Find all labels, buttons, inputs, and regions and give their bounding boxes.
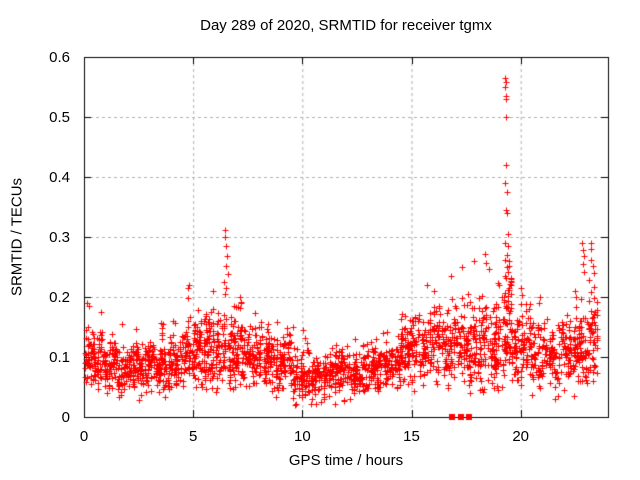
y-tick-label: 0.1 xyxy=(49,349,70,366)
y-tick-label: 0.2 xyxy=(49,289,70,306)
x-tick-label: 15 xyxy=(403,428,420,445)
y-tick-label: 0.6 xyxy=(49,49,70,66)
x-tick-label: 10 xyxy=(293,428,311,445)
y-tick-label: 0.4 xyxy=(49,169,70,186)
x-tick-label: 0 xyxy=(79,428,89,445)
x-axis-label: GPS time / hours xyxy=(288,452,404,469)
chart-title: Day 289 of 2020, SRMTID for receiver tgm… xyxy=(200,17,492,34)
x-tick-label: 20 xyxy=(512,428,529,445)
y-tick-label: 0.5 xyxy=(49,109,70,126)
x-tick-label: 5 xyxy=(188,428,198,445)
y-tick-label: 0 xyxy=(61,409,70,426)
y-tick-label: 0.3 xyxy=(49,229,70,246)
